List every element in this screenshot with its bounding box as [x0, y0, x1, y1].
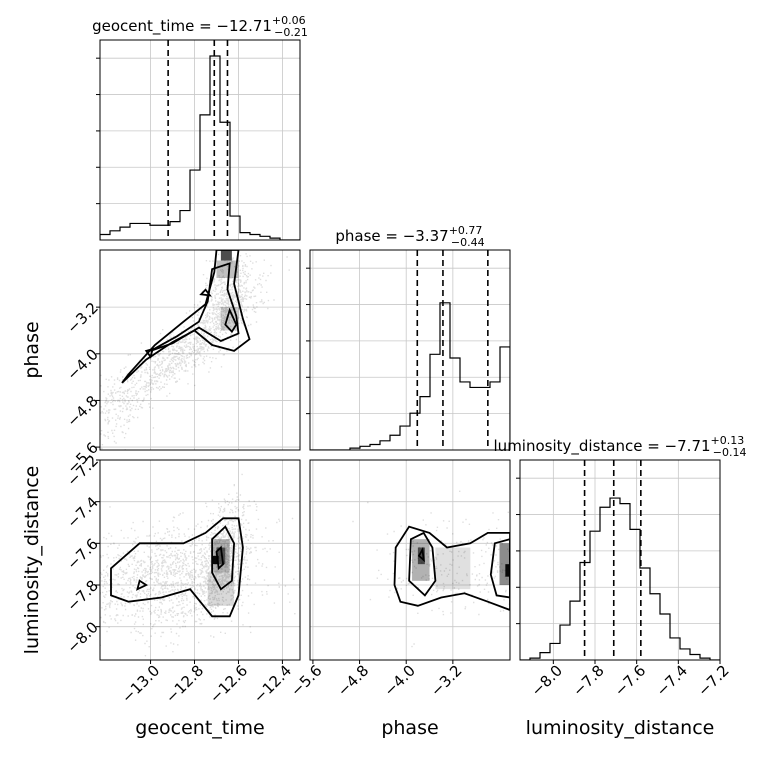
- tick-label-luminosity_distance: −8.0: [63, 618, 101, 656]
- contour-line: [199, 288, 212, 297]
- y-axis-label-luminosity_distance: luminosity_distance: [21, 466, 43, 655]
- density-cell: [212, 555, 219, 565]
- hist-panel-luminosity_distance: luminosity_distance = −7.71+0.13 −0.14: [494, 434, 747, 661]
- contour-line: [215, 545, 225, 571]
- panel-luminosity_distance-vs-phase: [309, 459, 511, 661]
- histogram-geocent_time: [100, 55, 300, 240]
- tick-label-luminosity_distance: −7.6: [63, 535, 101, 573]
- contour-line: [136, 579, 149, 591]
- title-text: phase = −3.37: [335, 227, 448, 245]
- panel-phase-vs-geocent_time: [99, 249, 301, 451]
- hist-panel-phase: phase = −3.37+0.77 −0.44: [306, 224, 511, 451]
- x-axis-label-geocent_time: geocent_time: [135, 717, 264, 739]
- tick-label-phase: −5.6: [287, 662, 325, 700]
- density-cell: [220, 250, 232, 261]
- title-text: geocent_time = −12.71: [92, 17, 272, 36]
- title-phase: phase = −3.37+0.77 −0.44: [335, 224, 484, 249]
- panel-frame: [519, 459, 721, 661]
- sample-points: [100, 250, 290, 450]
- contour-line: [489, 538, 510, 599]
- panel-luminosity_distance-vs-geocent_time: [99, 459, 301, 661]
- contour-line: [224, 307, 238, 334]
- title-minus: −0.44: [451, 236, 485, 249]
- tick-label-geocent_time: −13.0: [118, 662, 163, 707]
- panel-frame: [99, 249, 301, 451]
- tick-label-luminosity_distance: −7.4: [63, 493, 101, 531]
- tick-label-luminosity_distance: −8.0: [528, 662, 566, 700]
- density-cell: [499, 543, 510, 585]
- tick-label-geocent_time: −12.4: [250, 662, 295, 707]
- title-luminosity_distance: luminosity_distance = −7.71+0.13 −0.14: [494, 434, 747, 459]
- tick-label-luminosity_distance: −7.6: [611, 662, 649, 700]
- contour-line: [393, 525, 510, 611]
- title-minus: −0.14: [713, 446, 747, 459]
- density-cell: [216, 547, 226, 565]
- tick-label-phase: −3.2: [63, 299, 101, 337]
- tick-label-luminosity_distance: −7.2: [694, 662, 732, 700]
- title-minus: −0.21: [274, 26, 308, 39]
- tick-label-phase: −4.8: [63, 392, 101, 430]
- tick-label-luminosity_distance: −7.8: [63, 577, 101, 615]
- tick-label-phase: −3.2: [427, 662, 465, 700]
- x-axis-label-luminosity_distance: luminosity_distance: [526, 717, 715, 739]
- tick-label-phase: −4.8: [334, 662, 372, 700]
- contour-line: [144, 347, 155, 359]
- tick-label-phase: −4.0: [380, 662, 418, 700]
- contour-line: [417, 546, 425, 563]
- contour-line: [150, 262, 240, 352]
- panel-frame: [99, 39, 301, 241]
- density-cell: [505, 564, 510, 577]
- y-axis-label-phase: phase: [21, 321, 43, 378]
- tick-label-phase: −4.0: [63, 345, 101, 383]
- histogram-luminosity_distance: [520, 497, 720, 660]
- contour-line: [408, 531, 437, 597]
- density-cell: [216, 260, 239, 278]
- title-plus: +0.06: [272, 14, 306, 27]
- tick-label-luminosity_distance: −7.4: [653, 662, 691, 700]
- x-axis-label-phase: phase: [381, 717, 438, 739]
- histogram-phase: [310, 302, 510, 450]
- sample-points: [100, 473, 300, 657]
- contour-line: [121, 250, 251, 384]
- contour-line: [110, 517, 244, 618]
- density-cell: [435, 547, 471, 590]
- density-cell: [417, 547, 425, 565]
- panel-frame: [309, 249, 511, 451]
- title-plus: +0.77: [449, 224, 483, 237]
- tick-label-geocent_time: −12.8: [162, 662, 207, 707]
- title-plus: +0.13: [711, 434, 745, 447]
- hist-panel-geocent_time: geocent_time = −12.71+0.06 −0.21: [92, 14, 308, 241]
- title-text: luminosity_distance = −7.71: [494, 437, 711, 456]
- tick-label-geocent_time: −12.6: [206, 662, 251, 707]
- panel-frame: [309, 459, 511, 661]
- panel-frame: [99, 459, 301, 661]
- contour-line: [211, 525, 236, 591]
- tick-label-luminosity_distance: −7.8: [569, 662, 607, 700]
- title-geocent_time: geocent_time = −12.71+0.06 −0.21: [92, 14, 308, 39]
